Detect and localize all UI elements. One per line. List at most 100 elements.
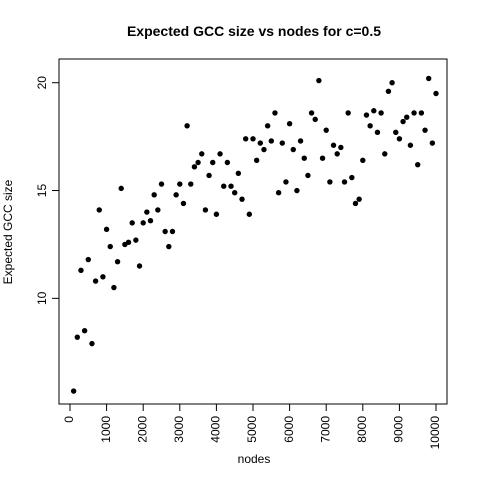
data-point: [422, 127, 428, 133]
y-tick-label: 15: [35, 184, 49, 198]
data-point: [272, 110, 278, 116]
data-point: [224, 159, 231, 166]
data-point: [100, 274, 106, 280]
data-point: [253, 157, 260, 164]
data-point: [367, 123, 373, 129]
data-point: [228, 183, 234, 189]
data-point: [239, 196, 245, 202]
data-point: [158, 181, 165, 187]
x-tick-label: 9000: [392, 416, 406, 443]
data-point: [389, 80, 395, 86]
data-point: [418, 110, 425, 116]
data-point: [155, 207, 161, 213]
data-point: [177, 181, 183, 187]
data-point: [378, 110, 384, 116]
data-point: [400, 118, 406, 125]
data-point: [210, 159, 216, 166]
data-point: [180, 200, 187, 207]
data-point: [78, 267, 84, 274]
data-point: [363, 112, 370, 118]
data-point: [188, 181, 194, 187]
y-tick-label: 20: [35, 76, 49, 90]
data-point: [231, 189, 238, 196]
data-point: [74, 334, 81, 340]
y-axis-label: Expected GCC size: [1, 179, 15, 284]
data-point: [396, 136, 403, 142]
y-axis: 10 15 20: [35, 76, 59, 305]
data-point: [294, 187, 300, 194]
data-point: [206, 172, 212, 179]
x-tick-label: 4000: [209, 416, 223, 443]
data-point: [275, 189, 282, 196]
data-point: [308, 110, 315, 116]
data-point: [257, 140, 264, 146]
data-point: [404, 114, 410, 120]
data-point: [184, 123, 190, 129]
data-point: [151, 192, 157, 198]
data-point: [433, 90, 439, 97]
data-point: [195, 159, 201, 166]
data-point: [305, 172, 311, 179]
data-point: [261, 146, 267, 153]
data-point: [349, 174, 355, 181]
data-point: [202, 207, 209, 213]
data-point: [111, 284, 117, 291]
data-point: [290, 146, 296, 153]
data-point: [371, 108, 377, 114]
data-point: [334, 151, 340, 157]
data-point: [173, 192, 179, 198]
data-point: [133, 237, 139, 243]
data-point: [217, 151, 223, 157]
data-point: [89, 340, 95, 347]
data-point: [341, 179, 348, 185]
x-tick-label: 1000: [99, 416, 113, 443]
x-axis: 0 1000 2000 3000 4000 5000 6000 7000 8000 9000 100…: [62, 404, 442, 449]
data-point: [330, 142, 337, 148]
data-point: [360, 157, 366, 164]
data-point: [246, 211, 253, 217]
data-point: [81, 327, 88, 334]
y-tick-label: 10: [35, 291, 49, 305]
x-axis-label: nodes: [238, 452, 271, 466]
data-point: [374, 129, 381, 136]
data-point: [407, 142, 414, 148]
chart-title: Expected GCC size vs nodes for c=0.5: [127, 23, 381, 39]
data-point: [352, 200, 359, 207]
data-point: [312, 116, 318, 123]
data-point: [382, 151, 388, 157]
data-point: [107, 243, 113, 250]
data-point: [429, 140, 436, 146]
data-point: [114, 258, 121, 265]
data-point: [411, 110, 417, 116]
data-point: [345, 110, 351, 116]
data-point: [279, 140, 285, 146]
data-point: [327, 179, 333, 185]
x-tick-label: 0: [62, 416, 76, 423]
data-point: [169, 228, 176, 235]
x-tick-label: 5000: [245, 416, 259, 443]
data-point: [323, 127, 329, 133]
data-point: [338, 144, 344, 151]
data-point: [140, 220, 146, 226]
data-point: [213, 211, 220, 217]
data-point: [125, 239, 132, 245]
data-point: [147, 218, 154, 224]
data-point: [385, 88, 392, 95]
data-point: [144, 209, 150, 215]
data-point: [92, 278, 99, 284]
data-point: [264, 123, 271, 129]
data-point: [136, 263, 143, 269]
data-point: [242, 136, 249, 142]
data-point: [103, 226, 110, 233]
data-point: [166, 243, 172, 250]
data-point: [316, 77, 322, 84]
x-tick-label: 7000: [318, 416, 332, 443]
data-point: [297, 138, 304, 144]
x-tick-label: 3000: [172, 416, 186, 443]
data-point: [393, 129, 399, 136]
data-point: [162, 228, 168, 235]
data-point: [70, 388, 77, 394]
x-tick-label: 10000: [428, 416, 442, 450]
